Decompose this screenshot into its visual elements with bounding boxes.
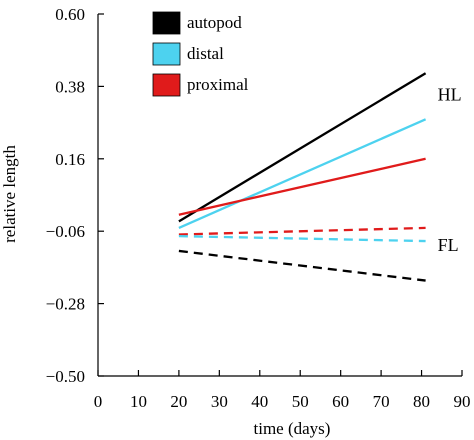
legend-label-proximal: proximal bbox=[187, 75, 249, 94]
series-lines bbox=[178, 72, 427, 282]
y-ticks: 0.60 0.38 0.16 −0.06 −0.28 −0.50 bbox=[46, 5, 104, 386]
y-axis-label: relative length bbox=[0, 145, 19, 243]
group-label-hl: HL bbox=[438, 84, 462, 104]
legend: autopod distal proximal bbox=[152, 11, 249, 97]
y-tick-label: −0.28 bbox=[46, 295, 85, 314]
x-tick-label: 20 bbox=[170, 392, 187, 411]
series-line-fl-autopod bbox=[178, 249, 426, 282]
y-tick-label: 0.38 bbox=[55, 77, 85, 96]
series-line-hl-distal bbox=[178, 118, 427, 229]
series-line-fl-distal bbox=[178, 234, 426, 243]
x-tick-label: 70 bbox=[373, 392, 390, 411]
x-tick-label: 80 bbox=[413, 392, 430, 411]
x-tick-label: 0 bbox=[94, 392, 103, 411]
x-tick-label: 90 bbox=[454, 392, 471, 411]
x-tick-label: 40 bbox=[251, 392, 268, 411]
x-tick-label: 50 bbox=[292, 392, 309, 411]
y-tick-label: 0.16 bbox=[55, 150, 85, 169]
series-line-hl-autopod bbox=[178, 72, 427, 223]
legend-label-distal: distal bbox=[187, 44, 224, 63]
series-line-hl-proximal bbox=[178, 157, 426, 216]
x-tick-label: 60 bbox=[332, 392, 349, 411]
x-ticks: 0 10 20 30 40 50 60 70 80 90 bbox=[94, 370, 471, 411]
legend-swatch-distal bbox=[152, 42, 181, 66]
y-tick-label: −0.50 bbox=[46, 367, 85, 386]
x-axis-label: time (days) bbox=[254, 419, 331, 438]
legend-swatch-proximal bbox=[152, 73, 181, 97]
group-label-fl: FL bbox=[438, 235, 459, 255]
x-tick-label: 30 bbox=[211, 392, 228, 411]
series-line-fl-proximal bbox=[178, 226, 426, 236]
legend-label-autopod: autopod bbox=[187, 13, 242, 32]
legend-swatch-autopod bbox=[152, 11, 181, 35]
y-tick-label: −0.06 bbox=[46, 222, 85, 241]
y-tick-label: 0.60 bbox=[55, 5, 85, 24]
axes bbox=[97, 14, 462, 377]
x-tick-label: 10 bbox=[130, 392, 147, 411]
group-labels: HL FL bbox=[438, 84, 462, 255]
